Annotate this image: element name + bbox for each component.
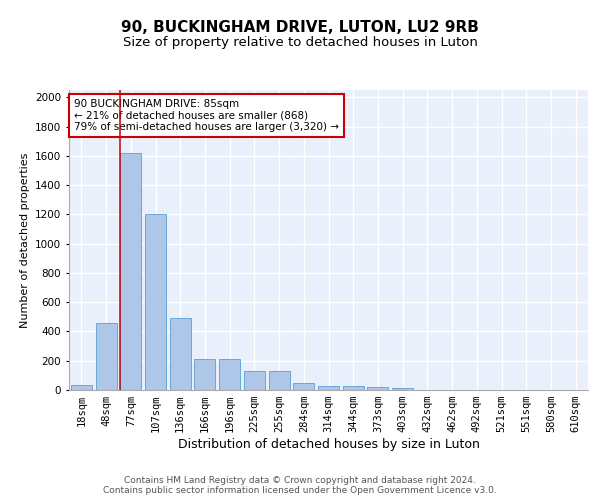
Text: 90 BUCKINGHAM DRIVE: 85sqm
← 21% of detached houses are smaller (868)
79% of sem: 90 BUCKINGHAM DRIVE: 85sqm ← 21% of deta… [74,99,339,132]
Bar [71,385,92,390]
Text: 90, BUCKINGHAM DRIVE, LUTON, LU2 9RB: 90, BUCKINGHAM DRIVE, LUTON, LU2 9RB [121,20,479,35]
Bar [145,214,166,390]
Bar [170,318,191,390]
Text: Contains HM Land Registry data © Crown copyright and database right 2024.
Contai: Contains HM Land Registry data © Crown c… [103,476,497,495]
Bar [269,371,290,390]
Y-axis label: Number of detached properties: Number of detached properties [20,152,29,328]
X-axis label: Distribution of detached houses by size in Luton: Distribution of detached houses by size … [178,438,479,451]
Bar [194,360,215,390]
Bar [343,386,364,390]
Bar [293,384,314,390]
Bar [392,388,413,390]
Bar [244,371,265,390]
Text: Size of property relative to detached houses in Luton: Size of property relative to detached ho… [122,36,478,49]
Bar [219,360,240,390]
Bar [367,387,388,390]
Bar [120,153,141,390]
Bar [318,386,339,390]
Bar [95,322,116,390]
